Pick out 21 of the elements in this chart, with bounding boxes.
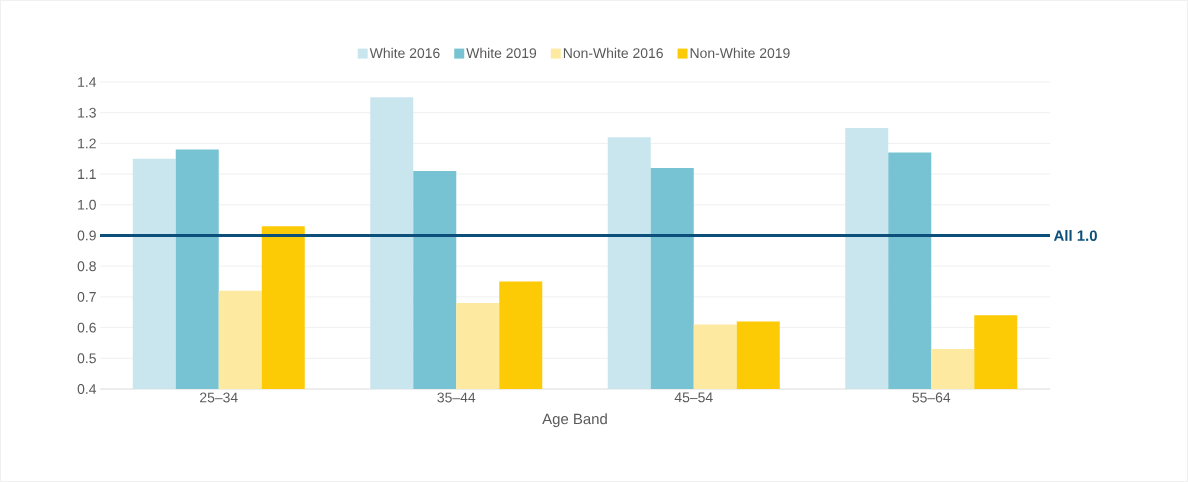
y-tick-label: 0.7 [77, 291, 96, 302]
y-tick-label: 0.5 [77, 353, 96, 364]
y-tick-label: 1.2 [78, 138, 96, 149]
ref-line-label: All 1.0 [1053, 230, 1097, 241]
y-tick-label: 1.3 [78, 107, 96, 118]
y-tick-label: 0.4 [77, 384, 97, 394]
x-tick-label: 45–54 [674, 392, 713, 403]
legend-label: Non-White 2016 [563, 47, 663, 59]
x-tick-label: 25–34 [200, 392, 238, 403]
x-tick-label: 35–44 [437, 392, 476, 403]
y-tick-label: 0.6 [77, 322, 96, 333]
y-tick-label: 1.0 [78, 199, 96, 210]
y-tick-label: 0.9 [77, 230, 96, 241]
x-tick-label: 55–64 [912, 392, 951, 403]
y-tick-label: 1.4 [78, 77, 97, 87]
legend-label: White 2016 [369, 47, 440, 59]
y-tick-label: 0.8 [77, 261, 96, 272]
legend-label: Non-White 2019 [690, 47, 790, 59]
x-axis-title: Age Band [542, 413, 607, 428]
legend-label: White 2019 [466, 47, 537, 59]
y-tick-label: 1.1 [78, 169, 96, 179]
